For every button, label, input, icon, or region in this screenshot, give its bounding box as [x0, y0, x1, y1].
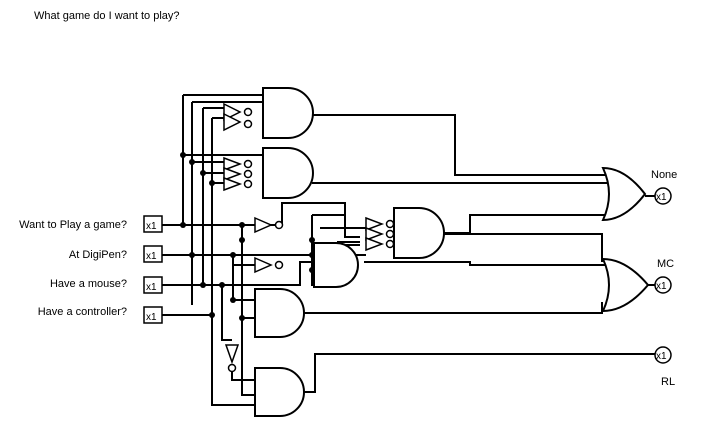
output-label-none: None [651, 169, 678, 181]
output-indicators: x1 x1 x1 [654, 187, 672, 364]
output-mc-indicator [654, 276, 672, 294]
input-label-have-mouse: Have a mouse? [49, 278, 127, 290]
input-box-3 [143, 276, 163, 294]
or-gates [601, 166, 650, 313]
wire-and3-out [444, 214, 610, 234]
input-value-2: x1 [146, 251, 157, 262]
input-box-4 [143, 306, 163, 324]
not-gates [223, 102, 395, 373]
input-label-at-digipen: At DigiPen? [68, 249, 127, 261]
input-label-want-to-play: Want to Play a game? [19, 219, 127, 231]
output-rl-indicator [654, 346, 672, 364]
wire-and1-out [312, 114, 608, 176]
and-gate-4 [254, 288, 305, 338]
wire-input-4 [162, 314, 255, 406]
output-label-mc: MC [657, 258, 675, 270]
and-gates [254, 87, 445, 417]
output-none-indicator [654, 187, 672, 205]
or-gate-none [601, 166, 647, 222]
output-value-none: x1 [656, 192, 667, 203]
input-label-have-controller: Have a controller? [37, 306, 127, 318]
input-box-2 [143, 245, 163, 263]
input-boxes: x1 x1 x1 x1 [143, 215, 163, 324]
output-label-rl: RL [661, 376, 676, 388]
and-gate-1 [262, 87, 314, 139]
and-gate-mid [313, 242, 359, 288]
and-gate-5 [254, 367, 305, 417]
page-title: What game do I want to play? [34, 10, 180, 22]
wire-and4-a [232, 255, 255, 301]
wire-rl [304, 353, 655, 393]
output-value-rl: x1 [656, 351, 667, 362]
input-value-3: x1 [146, 282, 157, 293]
input-box-1 [143, 215, 163, 233]
output-value-mc: x1 [656, 281, 667, 292]
wire-and5-a [231, 372, 255, 381]
wire-mc-in1 [443, 233, 603, 262]
and-gate-3 [393, 207, 445, 259]
or-gate-mc [601, 257, 650, 313]
input-value-1: x1 [146, 221, 157, 232]
and-gate-2 [262, 147, 314, 199]
input-value-4: x1 [146, 312, 157, 323]
wire-mc-in2 [302, 302, 603, 314]
